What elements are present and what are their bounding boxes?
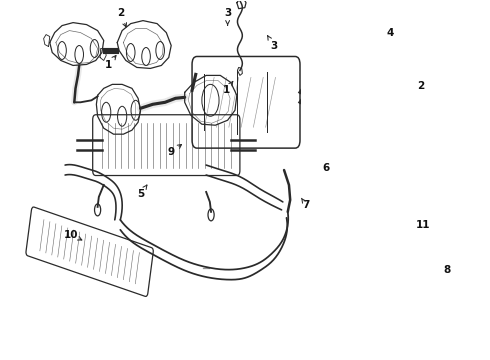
Text: 1: 1 (104, 60, 112, 71)
Text: 3: 3 (270, 41, 277, 50)
Text: 9: 9 (168, 147, 175, 157)
Text: 5: 5 (137, 189, 144, 199)
Text: 1: 1 (223, 85, 230, 95)
Text: 4: 4 (387, 28, 394, 37)
Text: 11: 11 (416, 220, 430, 230)
Text: 6: 6 (322, 163, 329, 173)
Text: 3: 3 (224, 8, 231, 18)
Text: 2: 2 (117, 8, 124, 18)
Text: 8: 8 (443, 265, 451, 275)
Text: 2: 2 (417, 81, 424, 91)
Text: 7: 7 (302, 200, 310, 210)
Text: 10: 10 (64, 230, 78, 240)
